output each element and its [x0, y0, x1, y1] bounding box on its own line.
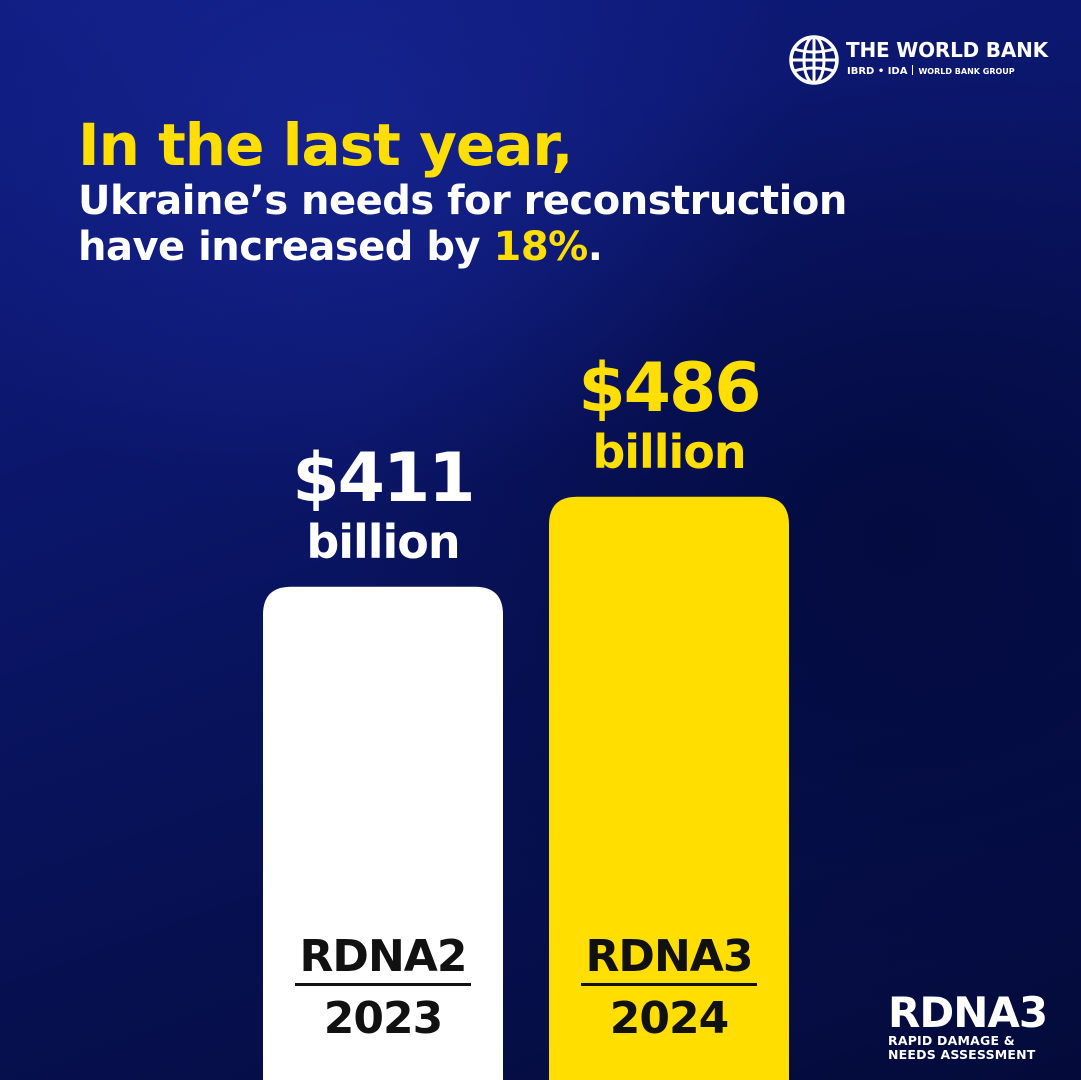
bar-divider-rdna2 — [295, 983, 471, 986]
headline: In the last year, Ukraine’s needs for re… — [78, 112, 847, 270]
bar-year-rdna2: 2023 — [324, 993, 442, 1044]
unit-label-rdna3: billion — [592, 425, 745, 479]
badge-line-1: RAPID DAMAGE & — [888, 1033, 1015, 1048]
value-label-rdna3: $486 — [578, 349, 759, 428]
bar-name-rdna2: RDNA2 — [300, 931, 467, 982]
logo-sub-right: WORLD BANK GROUP — [918, 67, 1015, 76]
badge-line-2: NEEDS ASSESSMENT — [888, 1047, 1036, 1062]
logo-name: THE WORLD BANK — [846, 38, 1048, 62]
value-label-rdna2: $411 — [292, 439, 473, 518]
unit-label-rdna2: billion — [306, 515, 459, 569]
bar-year-rdna3: 2024 — [610, 993, 728, 1044]
headline-line-3-prefix: have increased by — [78, 224, 494, 270]
bar-rdna2 — [263, 586, 503, 1080]
headline-percent-highlight: 18% — [493, 224, 588, 270]
logo-divider — [912, 65, 914, 75]
rdna3-badge: RDNA3 RAPID DAMAGE & NEEDS ASSESSMENT — [888, 992, 1068, 1062]
bar-name-rdna3: RDNA3 — [586, 931, 753, 982]
headline-line-3: have increased by 18%. — [78, 224, 847, 270]
bar-divider-rdna3 — [581, 983, 757, 986]
badge-title: RDNA3 — [888, 988, 1048, 1037]
headline-line-2: Ukraine’s needs for reconstruction — [78, 178, 847, 224]
globe-icon — [789, 35, 839, 85]
headline-line-3-suffix: . — [587, 224, 603, 270]
logo-subtitle: IBRD • IDA WORLD BANK GROUP — [847, 65, 1015, 77]
headline-line-1: In the last year, — [78, 111, 573, 179]
world-bank-logo: THE WORLD BANK IBRD • IDA WORLD BANK GROU… — [788, 34, 1058, 86]
bar-rdna3 — [549, 496, 789, 1080]
logo-sub-left: IBRD • IDA — [847, 66, 908, 77]
